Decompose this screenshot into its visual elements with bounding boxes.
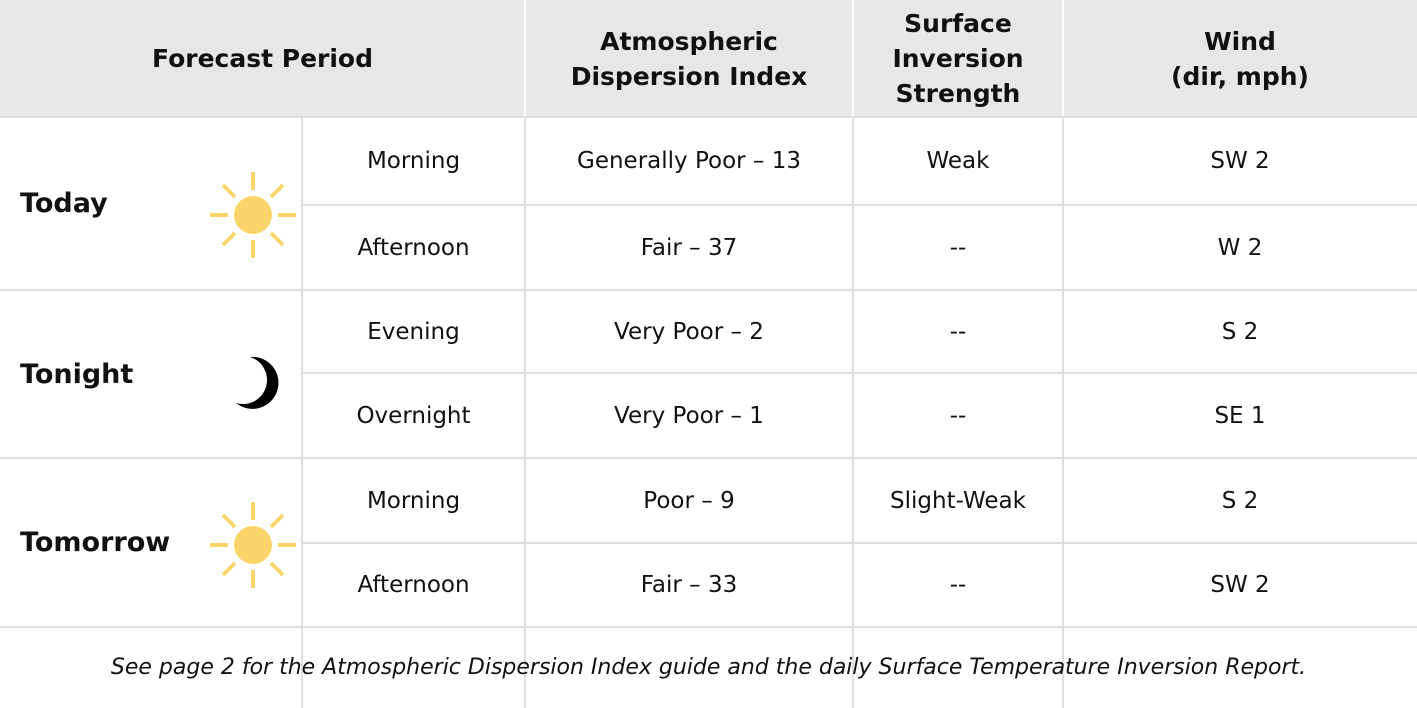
cell-dispersion: Poor – 9 xyxy=(643,487,735,514)
cell-wind: SW 2 xyxy=(1210,148,1270,174)
cell-inversion: -- xyxy=(949,402,967,429)
row-divider xyxy=(302,204,1417,206)
footer-note: See page 2 for the Atmospheric Dispersio… xyxy=(110,655,1307,680)
cell-inversion: -- xyxy=(949,572,967,598)
header-divider xyxy=(852,0,854,117)
group-label: Tomorrow xyxy=(20,527,171,558)
cell-period: Morning xyxy=(366,487,461,514)
column-header: Surface Inversion Strength xyxy=(853,0,1063,117)
header-line: Atmospheric xyxy=(600,26,778,56)
moon-icon xyxy=(236,356,279,409)
group-label: Today xyxy=(20,188,108,219)
group-divider xyxy=(0,289,1417,291)
cell-period: Overnight xyxy=(356,402,471,429)
header-line: Surface Inversion xyxy=(892,9,1024,73)
group-label: Tonight xyxy=(20,358,134,390)
header-line: Strength xyxy=(895,79,1021,108)
cell-period: Afternoon xyxy=(357,234,470,261)
cell-inversion: -- xyxy=(949,318,967,345)
column-divider xyxy=(1062,117,1064,708)
header-line: Dispersion Index xyxy=(570,61,808,91)
sun-icon xyxy=(210,502,296,588)
cell-wind: SW 2 xyxy=(1210,572,1270,598)
column-divider xyxy=(852,117,854,708)
cell-period: Evening xyxy=(367,318,460,345)
column-header: Forecast Period xyxy=(0,0,525,117)
cell-wind: W 2 xyxy=(1217,234,1263,261)
cell-dispersion: Very Poor – 2 xyxy=(614,318,764,345)
cell-inversion: Weak xyxy=(926,148,990,174)
cell-period: Morning xyxy=(366,148,461,174)
cell-inversion: -- xyxy=(949,234,967,261)
header-divider xyxy=(1062,0,1064,117)
header-line: (dir, mph) xyxy=(1171,61,1309,91)
column-divider xyxy=(301,117,303,708)
header-bottom xyxy=(0,116,1417,118)
row-divider xyxy=(302,372,1417,374)
group-divider xyxy=(0,457,1417,459)
header-divider xyxy=(524,0,526,117)
cell-period: Afternoon xyxy=(357,572,470,598)
cell-wind: S 2 xyxy=(1221,487,1259,514)
column-header: Wind (dir, mph) xyxy=(1063,0,1417,117)
row-divider xyxy=(302,542,1417,544)
cell-dispersion: Fair – 37 xyxy=(640,234,738,261)
cell-dispersion: Fair – 33 xyxy=(640,572,738,598)
cell-wind: S 2 xyxy=(1221,318,1259,345)
column-divider xyxy=(524,117,526,708)
header-line: Forecast Period xyxy=(152,44,373,73)
sun-icon xyxy=(210,172,296,258)
group-divider xyxy=(0,626,1417,628)
header-line: Wind xyxy=(1204,26,1276,56)
column-header: Atmospheric Dispersion Index xyxy=(525,0,853,117)
cell-wind: SE 1 xyxy=(1214,402,1266,429)
cell-dispersion: Very Poor – 1 xyxy=(614,402,764,429)
cell-dispersion: Generally Poor – 13 xyxy=(577,148,801,174)
cell-inversion: Slight-Weak xyxy=(890,487,1026,514)
